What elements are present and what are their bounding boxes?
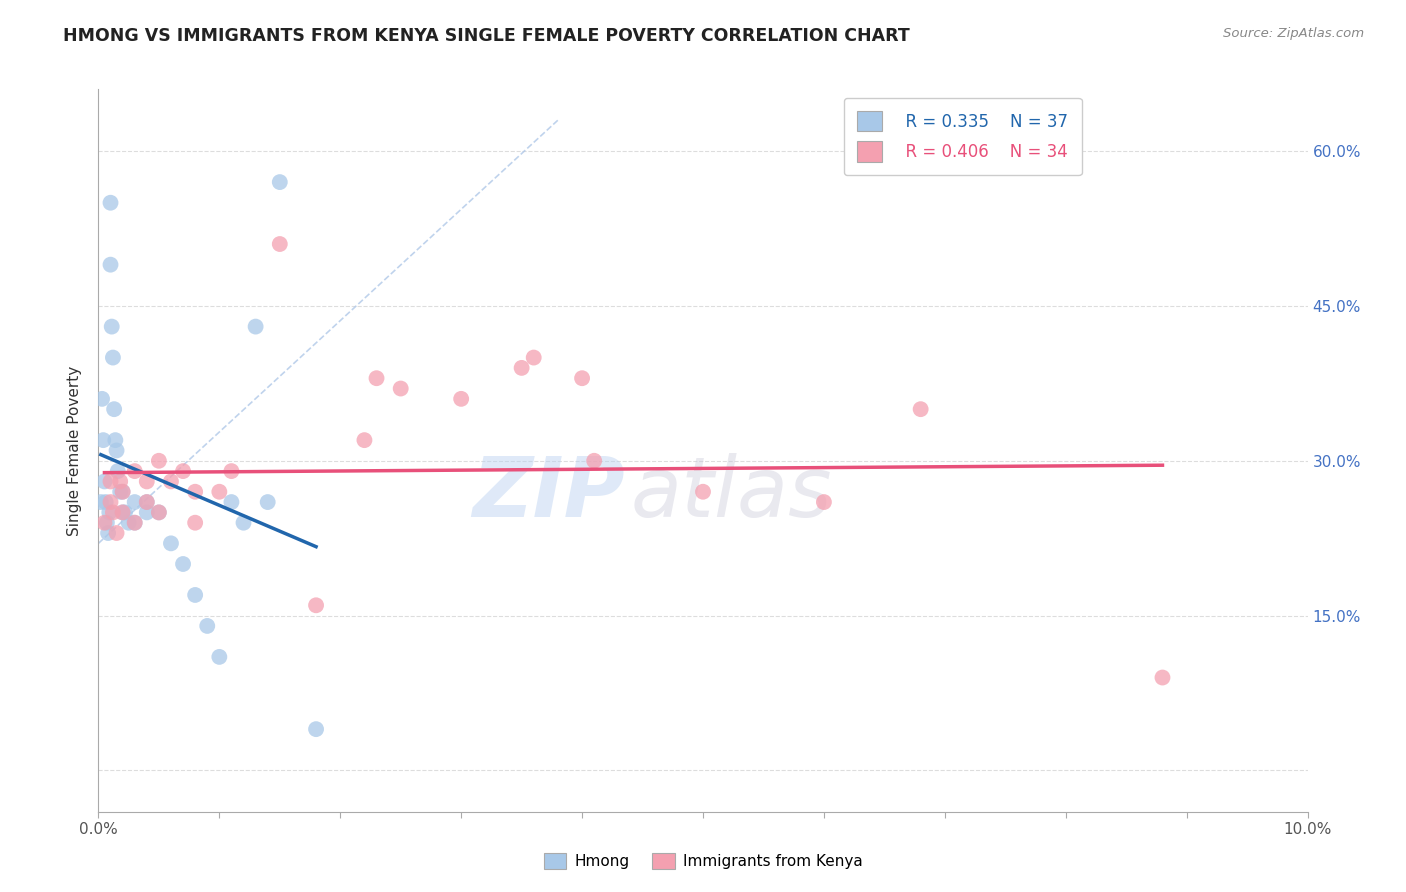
Point bbox=[124, 464, 146, 478]
Point bbox=[94, 495, 117, 509]
Point bbox=[692, 484, 714, 499]
Point bbox=[135, 495, 157, 509]
Point bbox=[172, 557, 194, 571]
Point bbox=[208, 649, 231, 664]
Point bbox=[269, 175, 291, 189]
Point bbox=[104, 433, 127, 447]
Text: Source: ZipAtlas.com: Source: ZipAtlas.com bbox=[1223, 27, 1364, 40]
Point bbox=[353, 433, 375, 447]
Point bbox=[111, 484, 134, 499]
Point bbox=[111, 505, 134, 519]
Point bbox=[135, 495, 157, 509]
Point bbox=[111, 484, 134, 499]
Point bbox=[93, 475, 115, 489]
Point bbox=[101, 505, 124, 519]
Point bbox=[148, 505, 170, 519]
Point bbox=[98, 505, 121, 519]
Point bbox=[450, 392, 472, 406]
Point bbox=[103, 402, 125, 417]
Point bbox=[101, 351, 124, 365]
Point bbox=[172, 464, 194, 478]
Point bbox=[232, 516, 254, 530]
Point bbox=[124, 495, 146, 509]
Legend: Hmong, Immigrants from Kenya: Hmong, Immigrants from Kenya bbox=[537, 847, 869, 875]
Point bbox=[93, 516, 115, 530]
Point bbox=[366, 371, 388, 385]
Point bbox=[221, 495, 243, 509]
Point bbox=[184, 516, 207, 530]
Point bbox=[90, 495, 112, 509]
Point bbox=[523, 351, 546, 365]
Point bbox=[245, 319, 267, 334]
Point bbox=[184, 588, 207, 602]
Point bbox=[583, 454, 606, 468]
Point bbox=[571, 371, 593, 385]
Point bbox=[96, 516, 118, 530]
Point bbox=[107, 464, 129, 478]
Point bbox=[100, 475, 122, 489]
Point bbox=[305, 599, 328, 613]
Point bbox=[1152, 671, 1174, 685]
Point bbox=[108, 484, 131, 499]
Point bbox=[910, 402, 932, 417]
Point bbox=[148, 454, 170, 468]
Point bbox=[160, 536, 183, 550]
Point bbox=[135, 505, 157, 519]
Point bbox=[135, 475, 157, 489]
Point bbox=[148, 505, 170, 519]
Text: atlas: atlas bbox=[630, 453, 832, 534]
Point bbox=[124, 516, 146, 530]
Point bbox=[510, 360, 533, 375]
Point bbox=[100, 195, 122, 210]
Point bbox=[389, 382, 412, 396]
Point bbox=[105, 443, 128, 458]
Point bbox=[108, 475, 131, 489]
Point bbox=[91, 392, 114, 406]
Point bbox=[105, 526, 128, 541]
Point bbox=[91, 433, 114, 447]
Point bbox=[269, 237, 291, 252]
Point bbox=[256, 495, 278, 509]
Point bbox=[195, 619, 218, 633]
Text: ZIP: ZIP bbox=[472, 453, 624, 534]
Legend:   R = 0.335    N = 37,   R = 0.406    N = 34: R = 0.335 N = 37, R = 0.406 N = 34 bbox=[844, 97, 1081, 175]
Point bbox=[305, 722, 328, 736]
Point bbox=[160, 475, 183, 489]
Point bbox=[813, 495, 835, 509]
Point bbox=[221, 464, 243, 478]
Point bbox=[118, 516, 141, 530]
Point bbox=[124, 516, 146, 530]
Point bbox=[114, 505, 136, 519]
Point bbox=[184, 484, 207, 499]
Point bbox=[208, 484, 231, 499]
Text: HMONG VS IMMIGRANTS FROM KENYA SINGLE FEMALE POVERTY CORRELATION CHART: HMONG VS IMMIGRANTS FROM KENYA SINGLE FE… bbox=[63, 27, 910, 45]
Y-axis label: Single Female Poverty: Single Female Poverty bbox=[67, 366, 83, 535]
Point bbox=[100, 258, 122, 272]
Point bbox=[100, 495, 122, 509]
Point bbox=[100, 319, 122, 334]
Point bbox=[97, 526, 120, 541]
Point bbox=[111, 505, 134, 519]
